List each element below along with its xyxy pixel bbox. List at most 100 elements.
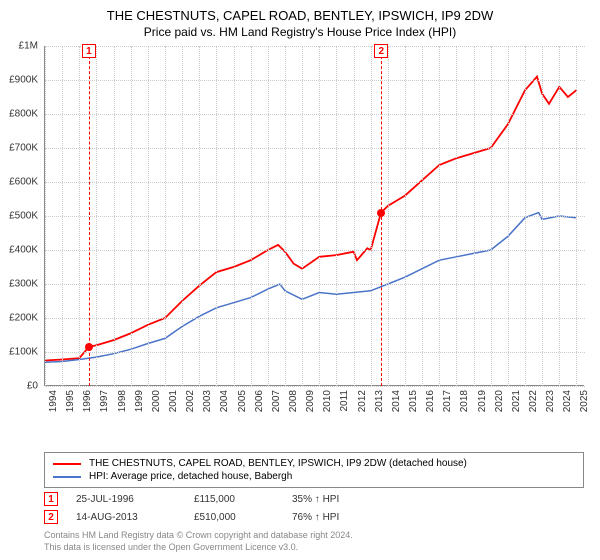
- sale-marker-line: [89, 46, 90, 386]
- gridline-h: [45, 318, 585, 319]
- x-axis-label: 2016: [425, 390, 436, 412]
- gridline-h: [45, 352, 585, 353]
- x-axis-label: 2012: [357, 390, 368, 412]
- gridline-v: [96, 46, 97, 386]
- gridline-h: [45, 148, 585, 149]
- sale-marker-badge: 1: [82, 44, 96, 58]
- x-axis-label: 2024: [562, 390, 573, 412]
- gridline-v: [354, 46, 355, 386]
- x-axis-label: 1995: [65, 390, 76, 412]
- gridline-v: [234, 46, 235, 386]
- x-axis-label: 1996: [82, 390, 93, 412]
- y-axis-label: £700K: [0, 143, 38, 154]
- gridline-h: [45, 46, 585, 47]
- footer-line1: Contains HM Land Registry data © Crown c…: [44, 530, 584, 542]
- gridline-v: [319, 46, 320, 386]
- sale-row-price: £510,000: [194, 512, 274, 523]
- gridline-v: [456, 46, 457, 386]
- x-axis-label: 2002: [185, 390, 196, 412]
- x-axis-label: 2015: [408, 390, 419, 412]
- gridline-v: [45, 46, 46, 386]
- sale-marker-dot: [377, 209, 385, 217]
- x-axis-label: 2022: [528, 390, 539, 412]
- x-axis-label: 2023: [545, 390, 556, 412]
- gridline-v: [114, 46, 115, 386]
- sale-row-vs-hpi: 35% ↑ HPI: [292, 494, 382, 505]
- x-axis-label: 2000: [151, 390, 162, 412]
- x-axis-label: 2004: [219, 390, 230, 412]
- gridline-v: [79, 46, 80, 386]
- sale-row-date: 25-JUL-1996: [76, 494, 176, 505]
- y-axis-label: £300K: [0, 279, 38, 290]
- x-axis-label: 1997: [99, 390, 110, 412]
- gridline-v: [405, 46, 406, 386]
- sale-row-vs-hpi: 76% ↑ HPI: [292, 512, 382, 523]
- sale-row-date: 14-AUG-2013: [76, 512, 176, 523]
- x-axis-label: 1994: [48, 390, 59, 412]
- x-axis-label: 2019: [477, 390, 488, 412]
- x-axis-label: 2014: [391, 390, 402, 412]
- y-axis-label: £500K: [0, 211, 38, 222]
- x-axis-label: 2010: [322, 390, 333, 412]
- gridline-h: [45, 216, 585, 217]
- gridline-v: [148, 46, 149, 386]
- sale-marker-dot: [85, 343, 93, 351]
- gridline-v: [525, 46, 526, 386]
- gridline-v: [371, 46, 372, 386]
- series-hpi: [45, 213, 576, 363]
- footer-line2: This data is licensed under the Open Gov…: [44, 542, 584, 554]
- x-axis-label: 2021: [511, 390, 522, 412]
- x-axis-label: 2025: [579, 390, 590, 412]
- gridline-v: [576, 46, 577, 386]
- chart-title-line2: Price paid vs. HM Land Registry's House …: [0, 23, 600, 45]
- x-axis-label: 2006: [254, 390, 265, 412]
- gridline-h: [45, 80, 585, 81]
- x-axis-label: 2011: [339, 390, 350, 412]
- gridline-h: [45, 284, 585, 285]
- gridline-v: [474, 46, 475, 386]
- gridline-v: [508, 46, 509, 386]
- gridline-v: [302, 46, 303, 386]
- gridline-h: [45, 182, 585, 183]
- x-axis-label: 2008: [288, 390, 299, 412]
- chart-area: 12 £0£100K£200K£300K£400K£500K£600K£700K…: [44, 46, 584, 416]
- x-axis-label: 2007: [271, 390, 282, 412]
- x-axis-label: 1998: [117, 390, 128, 412]
- x-axis-label: 2001: [168, 390, 179, 412]
- gridline-h: [45, 114, 585, 115]
- y-axis-label: £1M: [0, 41, 38, 52]
- plot-region: 12: [44, 46, 584, 386]
- gridline-v: [422, 46, 423, 386]
- y-axis-label: £400K: [0, 245, 38, 256]
- gridline-v: [542, 46, 543, 386]
- x-axis-label: 2005: [237, 390, 248, 412]
- gridline-v: [62, 46, 63, 386]
- gridline-v: [491, 46, 492, 386]
- legend-swatch-property: [53, 463, 81, 465]
- gridline-v: [336, 46, 337, 386]
- gridline-v: [251, 46, 252, 386]
- chart-title-line1: THE CHESTNUTS, CAPEL ROAD, BENTLEY, IPSW…: [0, 0, 600, 23]
- gridline-h: [45, 386, 585, 387]
- gridline-h: [45, 250, 585, 251]
- sale-row: 125-JUL-1996£115,00035% ↑ HPI: [44, 490, 584, 508]
- y-axis-label: £900K: [0, 75, 38, 86]
- gridline-v: [199, 46, 200, 386]
- y-axis-label: £100K: [0, 347, 38, 358]
- x-axis-label: 2017: [442, 390, 453, 412]
- x-axis-label: 2013: [374, 390, 385, 412]
- footer-attribution: Contains HM Land Registry data © Crown c…: [44, 530, 584, 553]
- legend-label-property: THE CHESTNUTS, CAPEL ROAD, BENTLEY, IPSW…: [89, 458, 467, 469]
- x-axis-label: 2009: [305, 390, 316, 412]
- sale-marker-badge: 2: [374, 44, 388, 58]
- gridline-v: [388, 46, 389, 386]
- legend: THE CHESTNUTS, CAPEL ROAD, BENTLEY, IPSW…: [44, 452, 584, 488]
- gridline-v: [559, 46, 560, 386]
- y-axis-label: £200K: [0, 313, 38, 324]
- sale-row-badge: 2: [44, 510, 58, 524]
- sale-row: 2 14-AUG-2013 £510,000 76% ↑ HPI: [44, 508, 584, 526]
- x-axis-label: 2018: [459, 390, 470, 412]
- legend-row-hpi: HPI: Average price, detached house, Babe…: [53, 470, 575, 483]
- y-axis-label: £0: [0, 381, 38, 392]
- chart-container: THE CHESTNUTS, CAPEL ROAD, BENTLEY, IPSW…: [0, 0, 600, 560]
